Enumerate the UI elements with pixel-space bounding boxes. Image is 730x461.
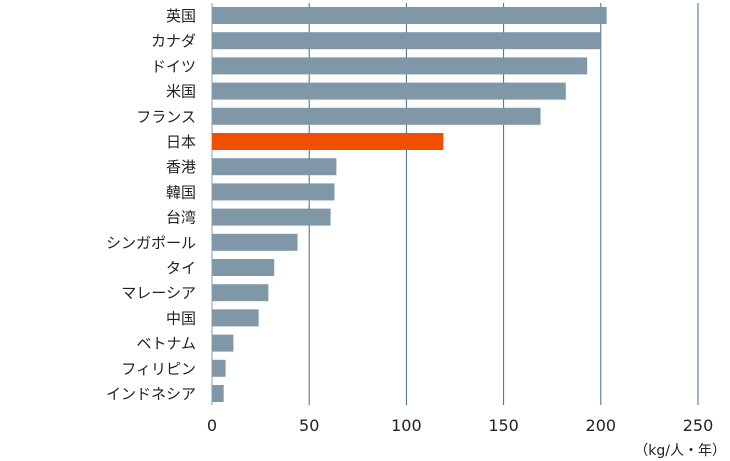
bar-7	[212, 183, 335, 201]
bar-14	[212, 359, 226, 377]
category-label-13: ベトナム	[136, 335, 196, 353]
x-tick-label-200: 200	[586, 416, 617, 435]
category-label-12: 中国	[166, 309, 196, 327]
x-tick-label-0: 0	[207, 416, 217, 435]
x-tick-label-250: 250	[683, 416, 714, 435]
bar-6	[212, 158, 337, 176]
category-label-0: 英国	[166, 7, 196, 25]
category-label-2: ドイツ	[151, 57, 196, 75]
category-label-11: マレーシア	[121, 284, 196, 302]
bar-3	[212, 82, 566, 100]
category-label-3: 米国	[166, 83, 196, 101]
bars	[212, 7, 607, 402]
x-axis-unit-label: （kg/人・年）	[634, 443, 726, 459]
category-label-9: シンガポール	[106, 234, 196, 252]
category-label-5: 日本	[166, 133, 196, 151]
x-tick-label-100: 100	[391, 416, 422, 435]
bar-13	[212, 334, 234, 352]
bar-1	[212, 32, 601, 50]
category-label-10: タイ	[166, 259, 196, 277]
category-label-1: カナダ	[151, 32, 196, 50]
bar-12	[212, 309, 259, 327]
category-label-7: 韓国	[166, 183, 196, 201]
bar-15	[212, 385, 224, 402]
x-tick-label-50: 50	[299, 416, 319, 435]
bar-11	[212, 284, 269, 302]
category-labels: 英国カナダドイツ米国フランス日本香港韓国台湾シンガポールタイマレーシア中国ベトナ…	[106, 7, 196, 403]
bar-2	[212, 57, 588, 75]
category-label-6: 香港	[166, 158, 196, 176]
x-axis-tick-labels: 0 50 100 150 200 250	[207, 416, 713, 435]
bar-10	[212, 259, 275, 276]
bar-8	[212, 208, 331, 226]
bar-5	[212, 133, 444, 150]
category-label-4: フランス	[136, 108, 196, 126]
category-label-14: フィリピン	[121, 360, 196, 378]
bar-9	[212, 233, 298, 251]
bar-0	[212, 7, 607, 24]
category-label-8: 台湾	[166, 209, 196, 227]
category-label-15: インドネシア	[106, 385, 196, 403]
x-tick-label-150: 150	[488, 416, 519, 435]
bar-4	[212, 107, 541, 125]
